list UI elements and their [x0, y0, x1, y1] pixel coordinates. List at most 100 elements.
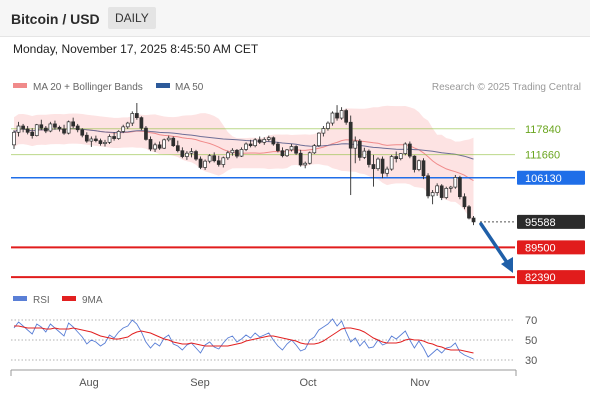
candle-body: [180, 150, 185, 157]
candle-body: [408, 143, 412, 157]
candle-body: [94, 138, 98, 142]
key-levels: 117840 111660 106130 95588 89500 82390: [11, 124, 585, 285]
candle-body: [153, 144, 157, 150]
candle-body: [125, 122, 130, 128]
candle-body: [62, 128, 66, 134]
candle-body: [235, 149, 239, 157]
candle-body: [185, 152, 189, 157]
bollinger-bands: [14, 105, 474, 224]
rsi-panel: 70 50 30: [11, 315, 537, 367]
rsi-legend-label: RSI: [33, 295, 50, 306]
timeframe-badge[interactable]: DAILY: [108, 7, 156, 29]
pivot-label: 106130: [525, 173, 562, 185]
candle-body: [53, 123, 57, 128]
candle-body: [376, 158, 380, 170]
candle-body: [417, 160, 421, 170]
candle-body: [303, 162, 308, 166]
candle-body: [112, 136, 116, 139]
chart-header: Bitcoin / USD DAILY: [0, 0, 590, 37]
candle-body: [144, 127, 148, 140]
candle-body: [16, 125, 21, 133]
candle-body: [189, 151, 194, 154]
resistance-label: 111660: [525, 150, 560, 162]
ma50-legend-label: MA 50: [175, 82, 204, 93]
candle-body: [385, 168, 389, 174]
candle-body: [421, 160, 426, 177]
candle-body: [257, 139, 262, 143]
rsi-tick-label: 30: [525, 355, 537, 367]
candle-body: [116, 131, 121, 139]
candle-body: [389, 156, 394, 170]
candle-body: [221, 157, 226, 165]
candle-body: [135, 113, 139, 118]
x-tick-label: Oct: [299, 377, 316, 389]
ma20-legend-label: MA 20 + Bollinger Bands: [33, 82, 143, 93]
x-tick-label: Sep: [190, 377, 210, 389]
candle-body: [157, 144, 162, 149]
candle-body: [371, 164, 376, 170]
candle-body: [171, 137, 176, 147]
candle-body: [75, 125, 80, 131]
candle-body: [412, 155, 417, 170]
candles: [12, 103, 476, 226]
candle-body: [43, 127, 48, 132]
rsi-legend-swatch: [13, 296, 27, 301]
candle-body: [89, 138, 94, 142]
candle-body: [435, 185, 439, 193]
candle-body: [230, 149, 235, 154]
candle-body: [353, 140, 358, 149]
candle-body: [66, 121, 71, 134]
candle-body: [262, 139, 267, 143]
forecast-arrow: [479, 222, 513, 273]
candle-body: [107, 136, 112, 143]
candle-body: [403, 143, 408, 154]
candle-body: [330, 112, 335, 124]
candle-body: [285, 149, 289, 157]
candle-body: [103, 141, 107, 144]
pivot-label-box: [517, 170, 585, 185]
candle-body: [317, 132, 321, 147]
candle-body: [335, 112, 339, 119]
candle-body: [148, 139, 153, 150]
resistance-label: 117840: [525, 124, 561, 136]
candle-body: [298, 152, 303, 166]
candle-body: [21, 125, 25, 130]
credit-text: Research © 2025 Trading Central: [432, 82, 581, 93]
rsi-tick-label: 50: [525, 335, 537, 347]
candle-body: [226, 152, 230, 159]
candle-body: [198, 158, 203, 168]
candle-body: [307, 152, 312, 164]
candle-body: [321, 128, 326, 134]
candle-body: [121, 126, 126, 132]
candle-body: [326, 122, 330, 129]
candle-body: [448, 186, 453, 189]
candle-body: [312, 145, 317, 154]
candle-body: [139, 117, 144, 129]
candle-body: [266, 137, 271, 140]
candle-body: [380, 158, 385, 174]
candle-body: [130, 113, 135, 124]
candle-body: [276, 143, 280, 152]
candle-body: [462, 196, 467, 208]
x-axis: Aug Sep Oct Nov: [10, 369, 517, 389]
candle-body: [239, 149, 244, 157]
bollinger-band-fill: [14, 105, 474, 224]
candle-body: [57, 126, 62, 130]
candle-body: [194, 151, 198, 160]
candle-body: [48, 123, 53, 132]
candle-body: [294, 146, 298, 154]
ma50-line: [13, 128, 474, 160]
candle-body: [471, 217, 476, 223]
candle-body: [439, 185, 444, 198]
rsi-ma-legend-label: 9MA: [82, 295, 103, 306]
candle-body: [348, 121, 353, 149]
candle-body: [80, 129, 85, 136]
candle-body: [357, 140, 362, 158]
ma50-legend-swatch: [156, 83, 170, 88]
rsi-ma-line: [14, 325, 474, 354]
rsi-ma-legend-swatch: [62, 296, 76, 301]
candle-body: [162, 139, 166, 149]
candle-body: [444, 188, 449, 198]
x-tick-label: Aug: [79, 377, 99, 389]
candle-body: [166, 137, 171, 141]
